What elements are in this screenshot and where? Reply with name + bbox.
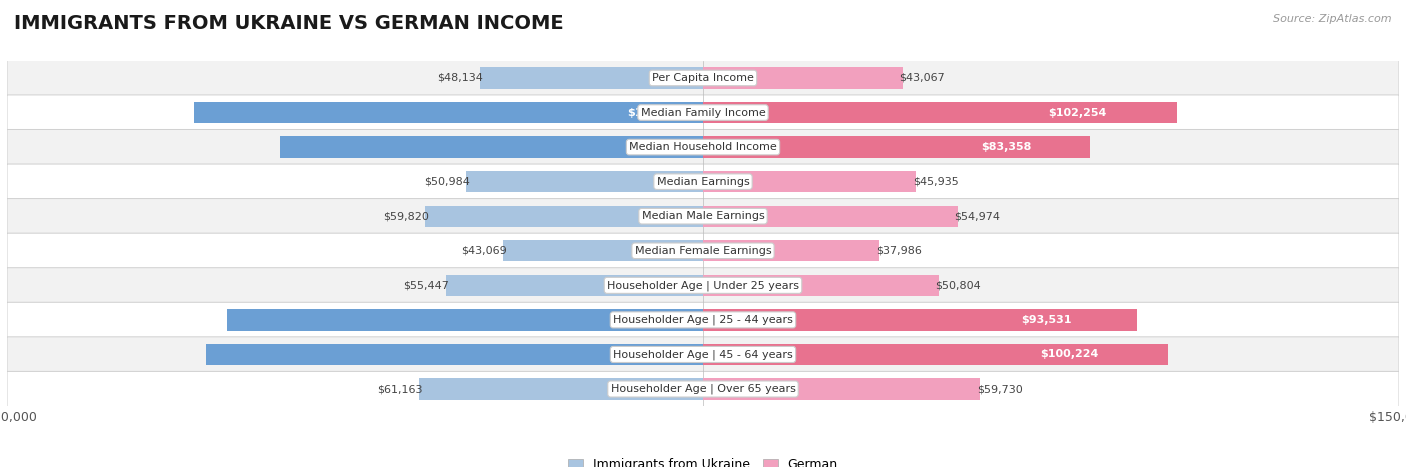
- Bar: [703, 240, 879, 262]
- Text: Source: ZipAtlas.com: Source: ZipAtlas.com: [1274, 14, 1392, 24]
- FancyBboxPatch shape: [7, 129, 1399, 165]
- Text: $55,447: $55,447: [404, 280, 449, 290]
- FancyBboxPatch shape: [7, 164, 1399, 199]
- Text: $54,974: $54,974: [955, 211, 1001, 221]
- Text: $83,358: $83,358: [981, 142, 1032, 152]
- Bar: [703, 344, 1168, 365]
- Text: Median Male Earnings: Median Male Earnings: [641, 211, 765, 221]
- FancyBboxPatch shape: [7, 371, 1399, 407]
- Text: $50,984: $50,984: [425, 177, 470, 187]
- Text: $50,804: $50,804: [935, 280, 981, 290]
- Text: $102,664: $102,664: [631, 315, 690, 325]
- Bar: [703, 136, 1090, 158]
- Bar: [194, 102, 703, 123]
- Bar: [703, 171, 917, 192]
- Text: Per Capita Income: Per Capita Income: [652, 73, 754, 83]
- FancyBboxPatch shape: [7, 268, 1399, 303]
- Bar: [207, 344, 703, 365]
- Text: Median Earnings: Median Earnings: [657, 177, 749, 187]
- Bar: [703, 378, 980, 400]
- Text: Householder Age | 45 - 64 years: Householder Age | 45 - 64 years: [613, 349, 793, 360]
- Bar: [467, 171, 703, 192]
- FancyBboxPatch shape: [7, 233, 1399, 269]
- Text: $59,730: $59,730: [977, 384, 1022, 394]
- Bar: [503, 240, 703, 262]
- Text: Householder Age | Under 25 years: Householder Age | Under 25 years: [607, 280, 799, 290]
- Text: $100,224: $100,224: [1040, 349, 1098, 360]
- Text: $91,124: $91,124: [640, 142, 690, 152]
- Text: $37,986: $37,986: [876, 246, 922, 256]
- FancyBboxPatch shape: [7, 198, 1399, 234]
- Text: $43,067: $43,067: [900, 73, 945, 83]
- Text: $107,079: $107,079: [628, 349, 688, 360]
- Bar: [280, 136, 703, 158]
- Bar: [426, 205, 703, 227]
- Bar: [703, 102, 1177, 123]
- Text: $61,163: $61,163: [377, 384, 423, 394]
- Bar: [703, 205, 957, 227]
- FancyBboxPatch shape: [7, 302, 1399, 338]
- Text: Householder Age | 25 - 44 years: Householder Age | 25 - 44 years: [613, 315, 793, 325]
- FancyBboxPatch shape: [7, 337, 1399, 372]
- Text: $48,134: $48,134: [437, 73, 484, 83]
- Text: Median Family Income: Median Family Income: [641, 107, 765, 118]
- FancyBboxPatch shape: [7, 95, 1399, 130]
- Text: Householder Age | Over 65 years: Householder Age | Over 65 years: [610, 384, 796, 394]
- Text: $102,254: $102,254: [1047, 107, 1107, 118]
- Bar: [703, 309, 1137, 331]
- Bar: [703, 67, 903, 89]
- Text: Median Household Income: Median Household Income: [628, 142, 778, 152]
- Bar: [419, 378, 703, 400]
- Legend: Immigrants from Ukraine, German: Immigrants from Ukraine, German: [564, 453, 842, 467]
- Text: $109,645: $109,645: [627, 107, 685, 118]
- Bar: [226, 309, 703, 331]
- Text: $45,935: $45,935: [912, 177, 959, 187]
- Bar: [446, 275, 703, 296]
- Text: $59,820: $59,820: [382, 211, 429, 221]
- FancyBboxPatch shape: [7, 60, 1399, 96]
- Bar: [703, 275, 939, 296]
- Text: Median Female Earnings: Median Female Earnings: [634, 246, 772, 256]
- Text: IMMIGRANTS FROM UKRAINE VS GERMAN INCOME: IMMIGRANTS FROM UKRAINE VS GERMAN INCOME: [14, 14, 564, 33]
- Text: $93,531: $93,531: [1021, 315, 1071, 325]
- Bar: [479, 67, 703, 89]
- Text: $43,069: $43,069: [461, 246, 506, 256]
